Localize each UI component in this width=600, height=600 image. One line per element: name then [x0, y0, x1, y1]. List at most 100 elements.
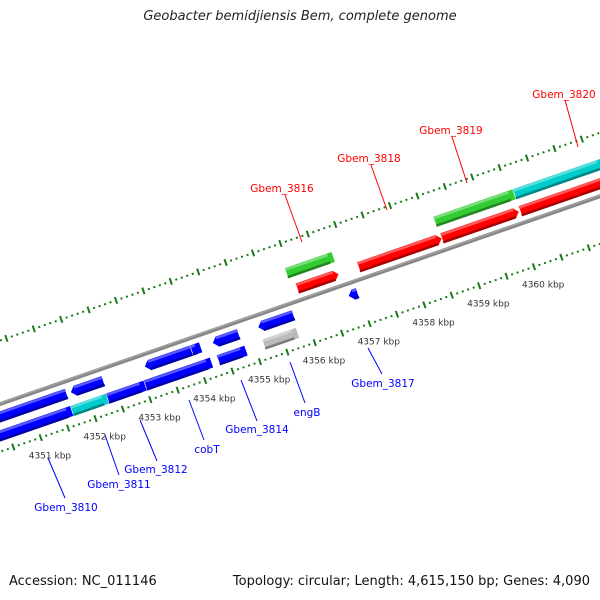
- reverse-gene-labels: Gbem_3810 Gbem_3811 Gbem_3812 cobT Gbem_…: [34, 378, 414, 514]
- gene-feature[interactable]: [261, 327, 300, 351]
- tick-major: [203, 377, 208, 385]
- tick-minor: [499, 276, 503, 280]
- gene-shadow: [515, 167, 600, 200]
- gene-highlight: [518, 177, 600, 209]
- gene-feature[interactable]: [439, 206, 521, 244]
- gene-feature[interactable]: [347, 287, 360, 302]
- gene-label-engb[interactable]: engB: [294, 407, 321, 419]
- gene-feature[interactable]: [143, 356, 214, 392]
- tick-minor: [593, 244, 596, 248]
- gene-shadow: [76, 383, 106, 396]
- gene-feature[interactable]: [295, 269, 340, 295]
- gene-label-gbem-3814[interactable]: Gbem_3814: [225, 424, 289, 436]
- gene-feature[interactable]: [432, 188, 517, 228]
- tick-minor: [187, 385, 190, 388]
- tick-minor: [6, 447, 10, 451]
- gene-label-gbem-3811[interactable]: Gbem_3811: [87, 479, 150, 491]
- tick-major: [38, 433, 43, 442]
- tick-minor: [83, 421, 86, 424]
- gene-highlight: [147, 345, 191, 363]
- gene-feature[interactable]: [216, 344, 249, 366]
- tick-minor: [591, 134, 595, 137]
- gene-feature[interactable]: [518, 175, 600, 217]
- tick-marks: [0, 132, 600, 453]
- gene-feature[interactable]: [284, 251, 336, 279]
- tick-major: [11, 443, 16, 451]
- tick-major: [422, 301, 427, 309]
- tick-minor: [547, 149, 551, 152]
- gene-highlight: [143, 359, 207, 384]
- gene-label-gbem-3816[interactable]: Gbem_3816: [250, 183, 314, 195]
- gene-feature[interactable]: [69, 375, 106, 398]
- gene-feature[interactable]: [105, 379, 148, 405]
- tick-major: [340, 329, 345, 337]
- gene-feature[interactable]: [69, 392, 110, 417]
- tick-minor: [132, 404, 136, 407]
- gene-shadow: [72, 403, 105, 417]
- gene-label-gbem-3818[interactable]: Gbem_3818: [337, 153, 400, 165]
- genome-backbone: [0, 160, 600, 440]
- tick-minor: [434, 299, 437, 303]
- tick-minor: [235, 257, 238, 260]
- tick-minor: [582, 248, 585, 251]
- tick-minor: [521, 269, 525, 272]
- tick-minor: [390, 314, 393, 318]
- tick-major: [497, 163, 502, 172]
- tick-minor: [372, 209, 375, 213]
- tick-minor: [181, 386, 185, 390]
- tick-minor: [147, 287, 151, 291]
- gene-highlight: [215, 329, 238, 340]
- tick-major: [86, 306, 91, 314]
- gene-highlight: [512, 160, 598, 192]
- tick-minor: [275, 354, 278, 358]
- tick-minor: [379, 318, 382, 322]
- tick-minor: [136, 291, 140, 295]
- map-title: Geobacter bemidjiensis Bem, complete gen…: [143, 9, 457, 24]
- gene-label-gbem-3810[interactable]: Gbem_3810: [34, 502, 97, 514]
- tick-minor: [565, 254, 569, 257]
- gene-arrow: [261, 327, 300, 351]
- tick-minor: [198, 381, 201, 384]
- tick-minor: [165, 392, 169, 396]
- gene-shadow: [264, 337, 295, 350]
- tick-minor: [384, 316, 388, 320]
- gene-feature[interactable]: [211, 328, 241, 349]
- leader-line: [451, 136, 468, 184]
- tick-major: [579, 135, 584, 143]
- gene-feature[interactable]: [0, 405, 75, 445]
- tick-minor: [247, 364, 251, 367]
- gene-feature[interactable]: [0, 388, 69, 424]
- tick-minor: [1, 449, 4, 453]
- tick-minor: [81, 310, 85, 314]
- tick-minor: [131, 293, 134, 296]
- tick-minor: [109, 301, 112, 304]
- leader-line: [188, 399, 205, 441]
- tick-minor: [322, 227, 326, 230]
- tick-minor: [481, 171, 485, 175]
- tick-minor: [312, 230, 315, 234]
- gene-label-gbem-3819[interactable]: Gbem_3819: [419, 125, 482, 137]
- gene-feature[interactable]: [143, 344, 194, 372]
- gene-label-gbem-3812[interactable]: Gbem_3812: [124, 464, 187, 476]
- gene-feature[interactable]: [189, 341, 204, 356]
- gene-label-gbem-3820[interactable]: Gbem_3820: [532, 89, 595, 101]
- kbp-label: 4360 kbp: [522, 281, 565, 291]
- tick-minor: [487, 170, 490, 173]
- gene-arrow: [518, 176, 600, 217]
- gene-label-gbem-3817[interactable]: Gbem_3817: [351, 378, 414, 390]
- tick-minor: [586, 135, 589, 139]
- tick-major: [470, 173, 475, 181]
- gene-feature[interactable]: [256, 309, 296, 333]
- tick-major: [120, 405, 126, 413]
- tick-minor: [405, 198, 408, 202]
- gene-highlight: [261, 310, 293, 324]
- gene-feature[interactable]: [356, 233, 444, 273]
- tick-minor: [225, 371, 229, 375]
- kbp-label: 4355 kbp: [248, 375, 291, 385]
- tick-minor: [262, 247, 266, 251]
- tick-minor: [253, 362, 256, 365]
- gene-label-cobt[interactable]: cobT: [194, 444, 220, 456]
- gene-feature[interactable]: [512, 157, 600, 200]
